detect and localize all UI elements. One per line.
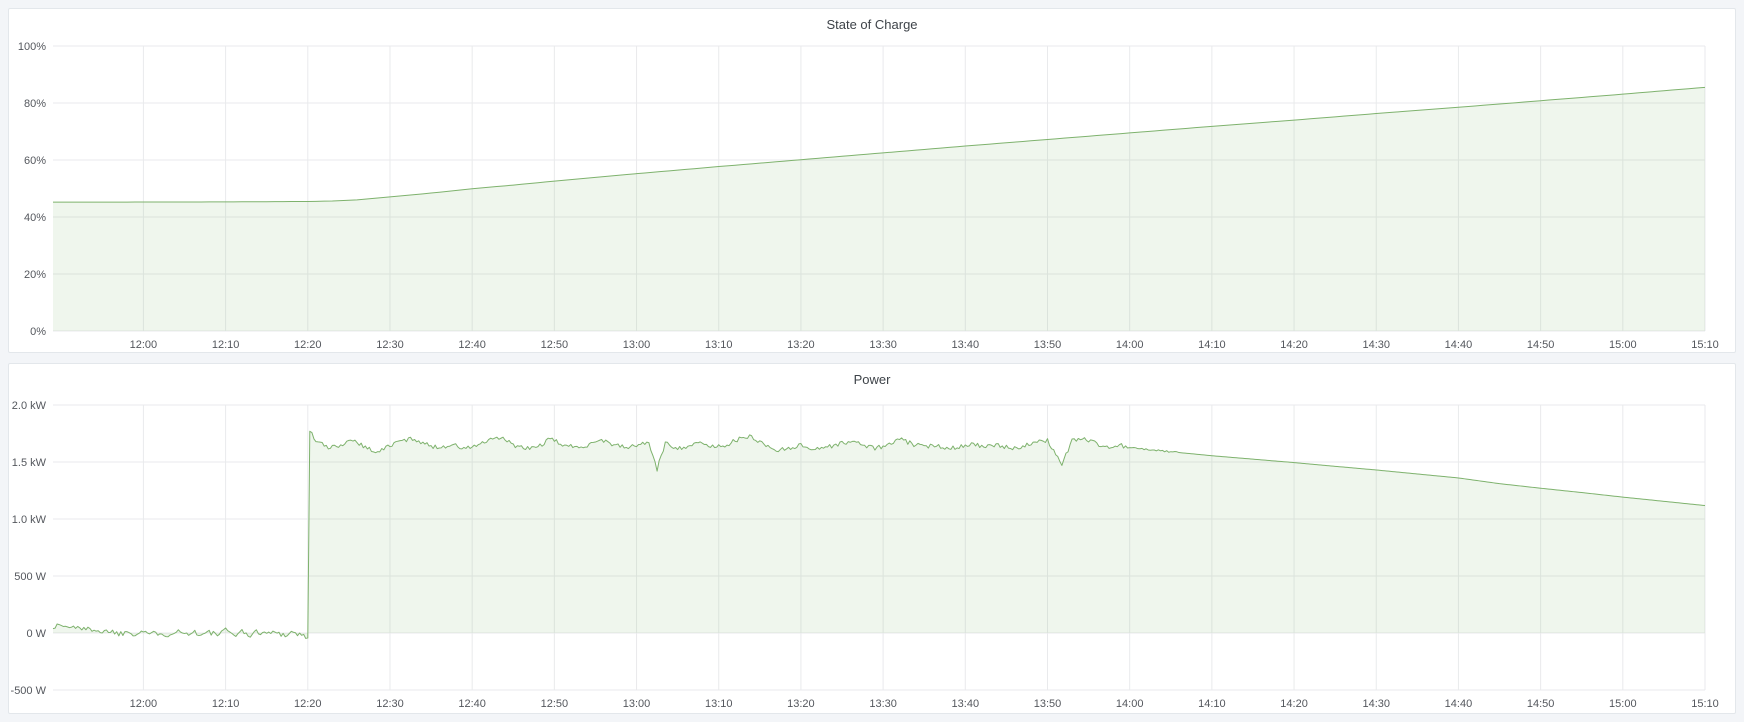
- x-tick-label: 14:00: [1116, 339, 1144, 351]
- y-tick-label: 500 W: [14, 571, 46, 583]
- x-tick-label: 13:20: [787, 339, 815, 351]
- x-tick-label: 15:10: [1691, 698, 1719, 710]
- x-tick-label: 13:00: [623, 698, 651, 710]
- x-tick-label: 14:50: [1527, 698, 1555, 710]
- x-tick-label: 15:00: [1609, 339, 1637, 351]
- x-tick-label: 12:20: [294, 339, 322, 351]
- x-tick-label: 12:10: [212, 339, 240, 351]
- x-tick-label: 12:00: [130, 698, 158, 710]
- y-tick-label: 100%: [18, 41, 46, 53]
- x-tick-label: 12:40: [458, 698, 486, 710]
- power-chart[interactable]: -500 W 0 W 500 W 1.0 kW 1.5 kW 2.0 kW 12:00 12:…: [9, 364, 1737, 715]
- x-tick-label: 14:00: [1116, 698, 1144, 710]
- x-tick-label: 15:10: [1691, 339, 1719, 351]
- x-tick-label: 14:50: [1527, 339, 1555, 351]
- x-tick-label: 13:40: [952, 339, 980, 351]
- y-tick-label: 2.0 kW: [12, 400, 47, 412]
- x-tick-label: 14:10: [1198, 339, 1226, 351]
- x-tick-label: 12:30: [376, 698, 404, 710]
- x-tick-label: 14:30: [1362, 698, 1390, 710]
- x-tick-label: 14:10: [1198, 698, 1226, 710]
- x-tick-label: 14:20: [1280, 339, 1308, 351]
- x-tick-label: 14:30: [1362, 339, 1390, 351]
- x-tick-label: 15:00: [1609, 698, 1637, 710]
- x-tick-label: 12:30: [376, 339, 404, 351]
- series-line: [52, 430, 1706, 639]
- panel-title-power[interactable]: Power: [853, 371, 891, 387]
- y-tick-label: 60%: [24, 155, 46, 167]
- x-tick-label: 13:00: [623, 339, 651, 351]
- panel-state-of-charge: State of Charge 0% 20% 40% 60% 80% 100% 12:00 1…: [8, 8, 1736, 353]
- soc-chart[interactable]: 0% 20% 40% 60% 80% 100% 12:00 12:10 12:20 12:30 12…: [9, 9, 1737, 354]
- panel-power: Power -500 W 0 W 500 W 1.0 kW 1.5 kW 2.0 kW 12…: [8, 363, 1736, 714]
- x-tick-label: 14:40: [1445, 698, 1473, 710]
- series-line: [53, 86, 1706, 203]
- y-tick-label: 0%: [30, 326, 46, 338]
- x-tick-label: 13:50: [1034, 339, 1062, 351]
- x-tick-label: 13:10: [705, 339, 733, 351]
- x-tick-label: 14:40: [1445, 339, 1473, 351]
- x-tick-label: 13:20: [787, 698, 815, 710]
- y-tick-label: -500 W: [11, 685, 47, 697]
- x-tick-label: 12:20: [294, 698, 322, 710]
- x-tick-label: 12:10: [212, 698, 240, 710]
- x-tick-label: 12:40: [458, 339, 486, 351]
- x-tick-label: 13:10: [705, 698, 733, 710]
- x-tick-label: 13:30: [869, 339, 897, 351]
- y-tick-label: 1.0 kW: [12, 514, 47, 526]
- x-tick-label: 14:20: [1280, 698, 1308, 710]
- y-tick-label: 40%: [24, 212, 46, 224]
- y-tick-label: 20%: [24, 269, 46, 281]
- y-tick-label: 80%: [24, 98, 46, 110]
- series-fill: [53, 87, 1705, 331]
- y-tick-label: 1.5 kW: [12, 457, 47, 469]
- x-tick-label: 12:50: [541, 339, 569, 351]
- x-tick-label: 13:50: [1034, 698, 1062, 710]
- x-tick-label: 13:40: [952, 698, 980, 710]
- x-tick-label: 13:30: [869, 698, 897, 710]
- panel-title-state-of-charge[interactable]: State of Charge: [826, 16, 918, 32]
- series-fill: [53, 431, 1705, 639]
- y-tick-label: 0 W: [26, 628, 46, 640]
- x-tick-label: 12:50: [541, 698, 569, 710]
- x-tick-label: 12:00: [130, 339, 158, 351]
